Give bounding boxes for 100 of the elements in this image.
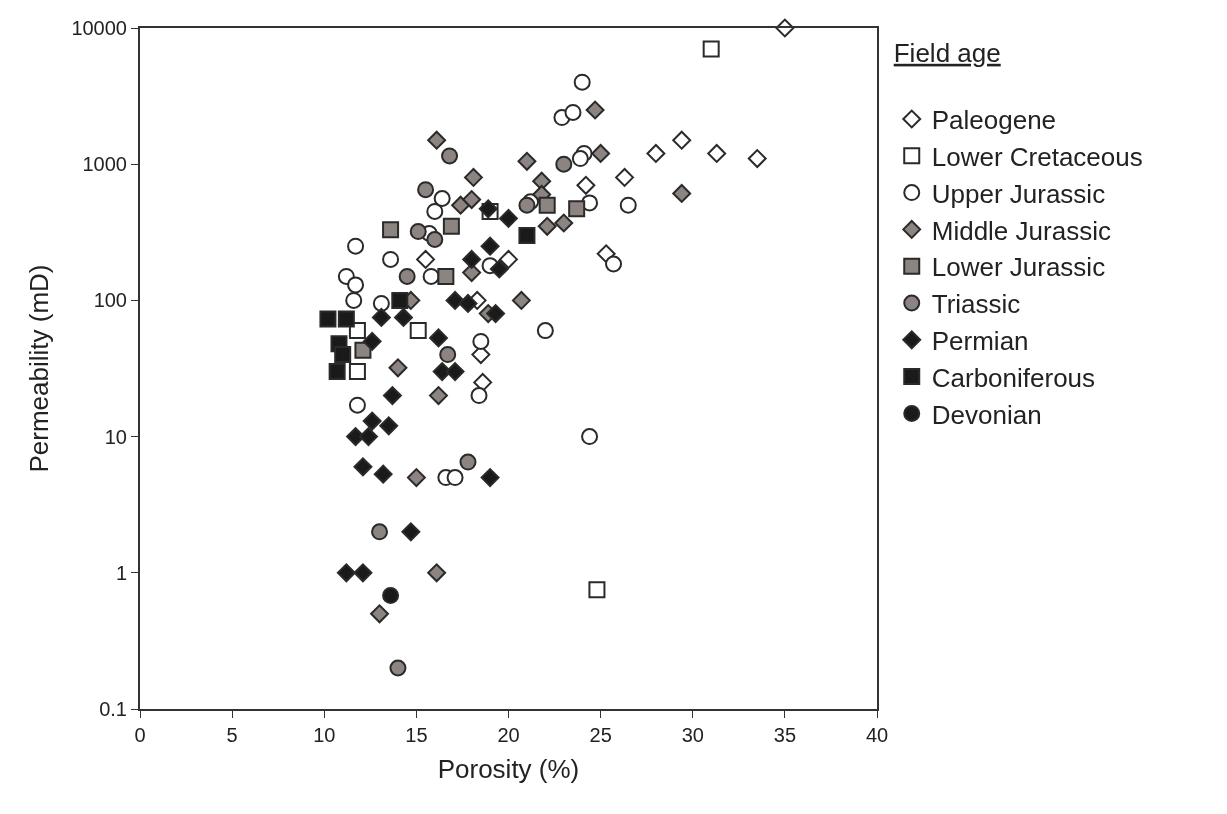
point [518,226,536,244]
point [517,151,537,171]
point [672,130,692,150]
point [319,310,337,328]
point [536,322,554,340]
legend-label: Carboniferous [931,362,1096,393]
point [591,143,611,163]
point [568,200,586,218]
point [353,457,373,477]
point [348,363,366,381]
point [486,304,506,324]
point [480,236,500,256]
point [702,40,720,58]
x-axis-title: Porosity (%) [437,754,580,785]
y-tick-label: 1000 [82,153,127,176]
point [382,221,400,239]
point [564,103,582,121]
y-tick-label: 10 [104,425,127,448]
y-tick-label: 100 [93,289,127,312]
point [336,563,356,583]
point [362,411,382,431]
point [416,249,436,269]
point [427,130,447,150]
legend-label: Lower Cretaceous [931,141,1143,172]
x-tick-label: 15 [405,724,428,746]
legend-label: Paleogene [931,105,1057,136]
point [347,276,365,294]
legend-label: Triassic [931,289,1021,320]
point [347,237,365,255]
point [427,563,447,583]
point [382,386,402,406]
point [334,346,352,364]
point [394,307,413,327]
legend-label: Lower Jurassic [931,252,1106,283]
point [458,293,478,313]
point [382,587,400,605]
x-tick-label: 20 [497,724,520,746]
point [348,396,366,414]
x-tick-label: 10 [313,724,336,746]
point [615,167,635,187]
legend-label: Middle Jurassic [931,215,1111,246]
point [359,427,378,447]
point [388,358,408,378]
point [371,307,391,327]
legend-title: Field age [893,37,1001,68]
x-tick-label: 25 [589,724,612,746]
point [462,190,482,210]
point [473,372,493,392]
point [433,190,451,207]
point [619,196,637,214]
x-tick-label: 30 [681,724,704,746]
point [442,217,460,235]
point [353,563,373,583]
point [573,73,591,91]
point [470,387,488,405]
point [511,290,531,310]
point [747,149,767,169]
point [588,581,606,599]
point [445,362,465,382]
y-tick-label: 10000 [71,17,127,39]
x-tick-label: 35 [773,724,797,746]
point [429,328,448,348]
point [489,259,509,279]
y-tick-label: 1 [115,561,127,584]
point [446,469,464,487]
point [389,659,407,677]
point [406,468,426,488]
point [426,202,444,220]
point [426,231,444,248]
point [472,332,490,350]
point [382,250,400,268]
x-tick-label: 5 [226,724,238,746]
x-tick-label: 0 [134,724,146,746]
point [372,294,390,312]
point [439,346,457,364]
legend-label: Permian [931,325,1029,356]
point [555,155,573,173]
legend-label: Upper Jurassic [931,178,1106,209]
x-tick-label: 40 [865,724,889,746]
point [554,213,574,233]
legend-label: Devonian [931,399,1042,430]
point [345,291,363,309]
point [462,249,482,269]
point [537,216,557,236]
point [462,263,482,283]
point [437,267,455,285]
point [373,464,393,484]
point [571,150,589,168]
point [499,249,518,269]
point [605,255,623,273]
point [459,453,477,471]
point [581,428,599,446]
point [576,175,596,195]
point [429,386,448,406]
point [409,322,427,340]
point [480,468,500,488]
point [441,147,459,165]
point [401,522,421,542]
point [328,363,346,381]
point [417,181,435,199]
